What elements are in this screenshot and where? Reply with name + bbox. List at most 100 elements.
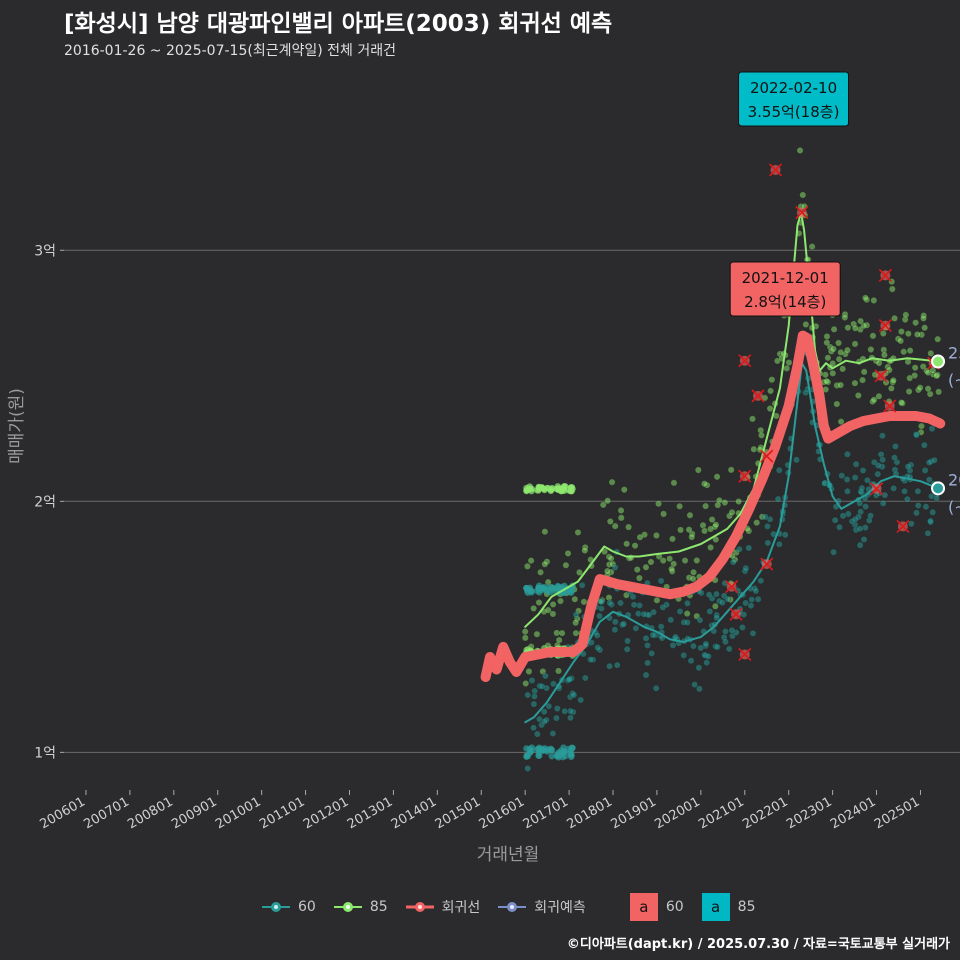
point-60 (802, 389, 810, 397)
point-85 (891, 314, 899, 322)
point-60 (549, 680, 557, 688)
point-85 (783, 364, 791, 372)
point-85 (823, 332, 831, 340)
point-60 (572, 611, 580, 619)
point-85 (631, 542, 639, 550)
point-85 (635, 574, 643, 582)
point-60 (860, 535, 868, 543)
x-tick-label: 201101 (257, 794, 307, 832)
point-85 (557, 487, 565, 495)
legend-key-regression (405, 902, 434, 912)
point-60 (657, 577, 665, 585)
point-85 (685, 526, 693, 534)
x-tick-label: 202201 (740, 794, 790, 832)
point-85 (575, 568, 583, 576)
point-60 (924, 529, 932, 537)
point-60 (704, 652, 712, 660)
point-85 (829, 345, 837, 353)
point-60 (528, 744, 536, 751)
point-85 (707, 525, 715, 533)
point-85 (829, 359, 837, 367)
point-85 (860, 322, 868, 330)
point-85 (837, 381, 845, 389)
chart-title: [화성시] 남양 대광파인밸리 아파트(2003) 회귀선 예측 (64, 11, 613, 37)
point-60 (930, 456, 938, 464)
point-85 (888, 285, 896, 293)
highlight-x (738, 354, 752, 368)
point-85 (829, 369, 837, 377)
point-60 (597, 605, 605, 613)
y-tick-label: 1억 (34, 745, 56, 761)
point-85 (567, 484, 575, 491)
point-60 (879, 456, 887, 464)
point-60 (856, 541, 864, 549)
point-60 (781, 531, 789, 539)
x-tick-label: 200801 (125, 794, 175, 832)
end-unit-label: (~85㎡) (948, 371, 960, 390)
point-60 (657, 623, 665, 631)
point-85 (533, 487, 541, 494)
point-85 (851, 379, 859, 387)
point-60 (738, 623, 746, 631)
point-60 (544, 746, 551, 753)
point-60 (851, 515, 859, 523)
point-85 (549, 600, 557, 608)
legend-label-regression: 회귀선 (441, 900, 481, 916)
point-60 (925, 476, 933, 484)
point-60 (843, 487, 851, 495)
point-85 (668, 565, 676, 573)
point-60 (561, 707, 569, 715)
point-60 (594, 644, 602, 652)
point-60 (713, 614, 721, 622)
point-85 (694, 466, 702, 474)
annotation-price: 3.55억(18층) (748, 103, 840, 121)
point-60 (553, 705, 561, 713)
point-85 (686, 511, 694, 519)
point-85 (934, 335, 942, 343)
point-85 (823, 377, 831, 385)
point-60 (862, 503, 870, 511)
point-60 (728, 626, 736, 634)
x-tick-label: 202101 (696, 794, 746, 832)
point-85 (843, 346, 851, 354)
point-85 (869, 332, 877, 340)
point-85 (525, 667, 533, 675)
point-60 (757, 577, 765, 585)
legend-box-85: a 85 (701, 893, 755, 921)
point-85 (906, 374, 914, 382)
point-60 (695, 664, 703, 672)
point-85 (653, 596, 661, 604)
point-85 (854, 391, 862, 399)
point-60 (652, 684, 660, 692)
point-85 (808, 243, 816, 251)
point-85 (564, 549, 572, 557)
legend-box-swatch-85: a (701, 893, 730, 921)
point-60 (524, 764, 532, 772)
point-85 (689, 575, 697, 583)
x-tick-label: 202001 (652, 794, 702, 832)
point-60 (904, 463, 912, 471)
point-60 (705, 591, 713, 599)
annotations: 25,569 (~85㎡) 20,517 (~60㎡) 2022-02-10 3.55억(… (729, 71, 960, 516)
point-60 (683, 618, 691, 626)
point-60 (881, 491, 889, 499)
point-60 (536, 752, 543, 759)
point-85 (523, 562, 531, 570)
point-60 (922, 503, 930, 511)
point-85 (904, 330, 912, 338)
point-60 (929, 508, 937, 516)
point-85 (652, 531, 660, 539)
point-60 (611, 563, 619, 571)
point-85 (617, 514, 625, 522)
point-60 (624, 637, 632, 645)
point-60 (725, 645, 733, 653)
x-tick-label: 201201 (301, 794, 351, 832)
point-60 (659, 603, 667, 611)
point-60 (858, 484, 866, 492)
point-85 (880, 351, 888, 359)
point-85 (527, 557, 535, 565)
point-85 (528, 485, 536, 492)
point-60 (914, 487, 922, 495)
highlight-marks (725, 163, 941, 662)
